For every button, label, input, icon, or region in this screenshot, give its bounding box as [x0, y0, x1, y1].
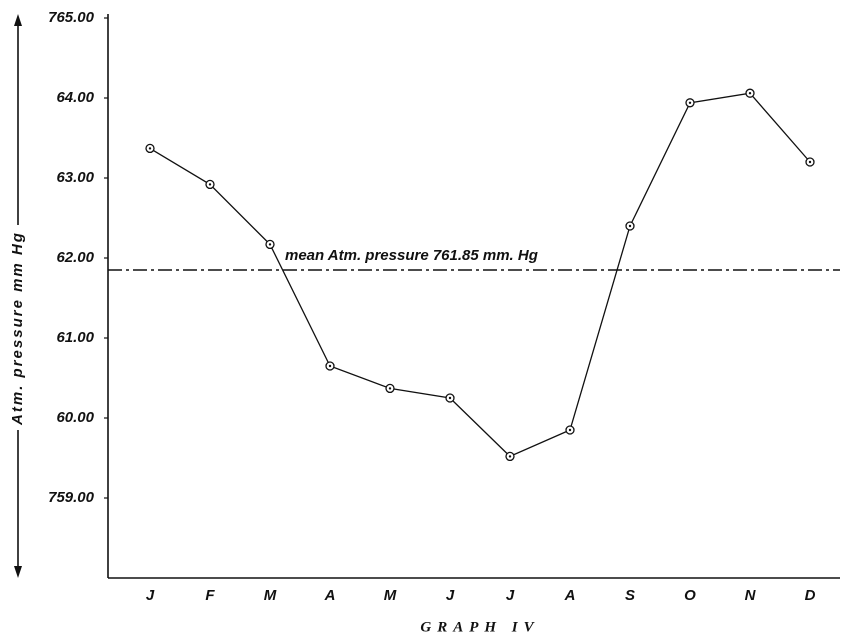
y-tick-label: 765.00 — [48, 9, 95, 26]
x-tick-label: J — [446, 587, 455, 604]
data-point-dot — [208, 183, 212, 186]
y-tick-label: 62.00 — [56, 249, 94, 266]
y-tick-label: 63.00 — [56, 169, 94, 186]
data-point-dot — [448, 396, 452, 400]
x-tick-label: A — [564, 587, 576, 604]
x-tick-label: M — [264, 587, 277, 604]
x-tick-label: D — [805, 587, 816, 604]
x-tick-label: M — [384, 587, 397, 604]
x-tick-label: J — [506, 587, 515, 604]
x-tick-label: A — [324, 587, 336, 604]
data-point-dot — [508, 455, 512, 458]
data-point-dot — [388, 387, 392, 390]
mean-label: mean Atm. pressure 761.85 mm. Hg — [285, 247, 538, 264]
data-line — [149, 92, 811, 458]
arrowhead-up — [14, 14, 22, 26]
data-point-dot — [748, 92, 752, 95]
y-tick-label: 759.00 — [48, 489, 95, 506]
data-point-dot — [268, 243, 272, 246]
data-point-dot — [808, 160, 812, 164]
y-tick-label: 60.00 — [56, 409, 94, 426]
x-tick-label: F — [205, 587, 215, 604]
data-point-dot — [628, 224, 632, 228]
y-axis-label: Atm. pressure mm Hg — [9, 231, 26, 426]
data-point-dot — [688, 101, 692, 105]
x-tick-label: O — [684, 587, 696, 604]
x-tick-label: N — [745, 587, 757, 604]
arrowhead-down — [14, 566, 22, 578]
chart-title: GRAPH IV — [420, 619, 539, 635]
y-tick-label: 61.00 — [56, 329, 94, 346]
data-point-dot — [148, 147, 152, 150]
data-point-dot — [568, 428, 572, 432]
x-tick-label: S — [625, 587, 635, 604]
data-point-dot — [328, 364, 332, 368]
y-tick-label: 64.00 — [56, 89, 94, 106]
x-tick-label: J — [146, 587, 155, 604]
